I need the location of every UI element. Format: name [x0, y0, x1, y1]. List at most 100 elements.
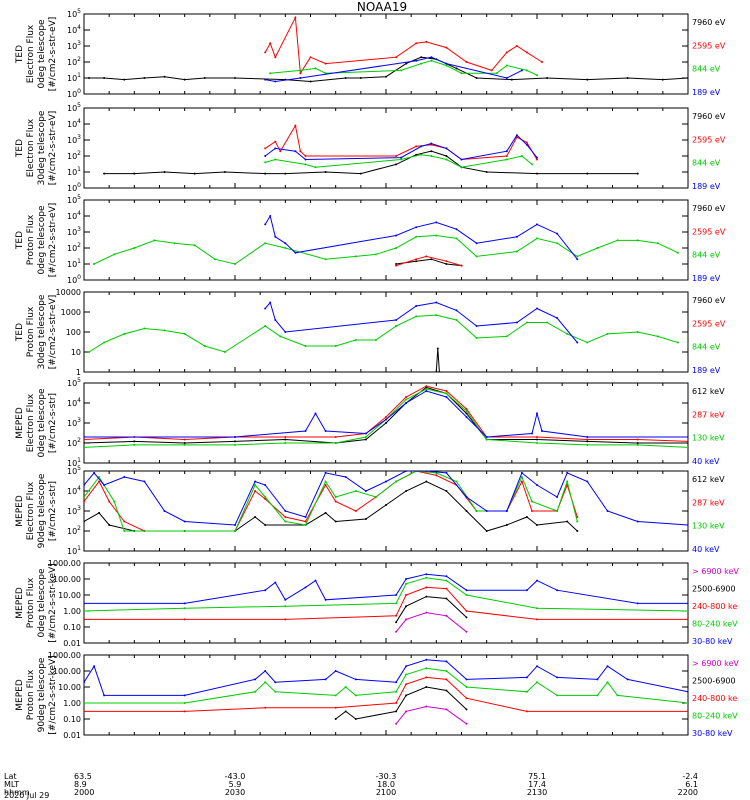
data-point [415, 315, 418, 318]
data-point [395, 594, 398, 596]
series-group [84, 385, 688, 449]
data-point [586, 436, 589, 438]
data-point [636, 442, 639, 444]
series-group [93, 214, 679, 267]
legend-entry: 189 eV [692, 274, 721, 283]
y-tick-label: 103 [67, 417, 81, 428]
series-line [265, 56, 523, 83]
data-point [425, 658, 428, 661]
data-point [274, 56, 277, 59]
data-point [465, 686, 468, 688]
y-tick-label: 104 [67, 397, 81, 408]
data-point [455, 319, 458, 321]
panel-frame [83, 199, 689, 281]
x-hhmm-value: 2100 [376, 788, 396, 797]
data-point [324, 511, 327, 514]
data-point [420, 62, 423, 65]
data-point [264, 706, 267, 709]
data-point [98, 480, 101, 483]
data-point [395, 710, 398, 713]
data-point [334, 345, 337, 347]
series-group [88, 301, 679, 372]
data-point [103, 694, 106, 697]
y-tick-label: 1.00 [63, 607, 81, 616]
data-point [420, 153, 423, 156]
data-point [687, 442, 688, 444]
data-point [88, 77, 90, 79]
data-point [445, 708, 448, 711]
data-point [299, 77, 302, 79]
data-point [123, 520, 126, 523]
data-point [98, 511, 101, 514]
data-point [88, 351, 90, 353]
data-point [586, 443, 589, 446]
data-point [344, 476, 347, 478]
data-point [304, 345, 307, 347]
y-tick-label: 102 [67, 242, 81, 253]
panel-1: 100 101 102 103 104 105 TED Electron Flux 0deg t… [15, 8, 726, 99]
data-point [264, 78, 267, 81]
data-point [264, 51, 267, 54]
data-point [269, 301, 272, 304]
series-line [395, 705, 467, 725]
data-point [465, 616, 468, 619]
data-point [374, 496, 377, 498]
data-point [445, 614, 448, 617]
legend-entry: 30-80 keV [692, 637, 733, 646]
data-point [425, 586, 428, 589]
data-point [425, 388, 428, 390]
data-point [84, 602, 85, 605]
data-point [556, 676, 559, 679]
data-point [445, 147, 448, 150]
data-point [405, 582, 408, 585]
legend-entry: 2500-6900 [692, 585, 736, 594]
data-point [364, 432, 367, 435]
data-point [395, 234, 398, 237]
panel-2: 100 101 102 103 104 105 TED Electron Flux 30deg … [15, 102, 726, 193]
series-line [88, 314, 679, 353]
data-point [460, 72, 463, 75]
data-point [430, 150, 433, 153]
data-point [284, 242, 287, 245]
data-point [84, 710, 85, 713]
legend-entry: > 6900 keV [692, 567, 739, 576]
data-point [314, 579, 317, 582]
y-axis-label: Proton Flux [26, 214, 36, 265]
data-point [84, 442, 85, 444]
x-lat-value: -2.4 [682, 772, 698, 781]
legend-entry: 844 eV [692, 65, 721, 74]
data-point [425, 471, 428, 472]
data-point [183, 607, 186, 610]
data-point [586, 438, 589, 441]
legend-entry: 189 eV [692, 88, 721, 97]
panel-frame [83, 470, 689, 552]
series-line [84, 390, 688, 438]
y-axis-label: [#/cm2-s-str-keV] [48, 655, 58, 734]
legend-entry: 612 keV [692, 387, 725, 396]
legend-entry: 240-800 ke [692, 602, 737, 611]
data-point [596, 678, 599, 681]
data-point [445, 579, 448, 582]
data-point [93, 665, 96, 668]
data-point [430, 155, 433, 157]
legend-entry: 2595 eV [692, 135, 726, 144]
data-point [616, 694, 619, 697]
data-point [460, 264, 463, 267]
data-point [264, 155, 267, 157]
data-point [531, 500, 533, 503]
data-point [405, 594, 408, 596]
data-point [395, 722, 398, 725]
data-point [465, 412, 468, 415]
data-point [536, 237, 538, 240]
data-point [576, 520, 579, 523]
y-tick-label: 103 [67, 226, 81, 237]
data-point [84, 496, 85, 498]
data-point [405, 490, 408, 492]
legend-entry: 7960 eV [692, 204, 726, 213]
data-point [505, 524, 508, 526]
data-point [606, 510, 609, 512]
data-point [274, 147, 277, 150]
data-point [274, 681, 277, 684]
panel-4: 1 10 100 1000 10000 TED Proton Flux 30deg teles… [15, 288, 726, 377]
